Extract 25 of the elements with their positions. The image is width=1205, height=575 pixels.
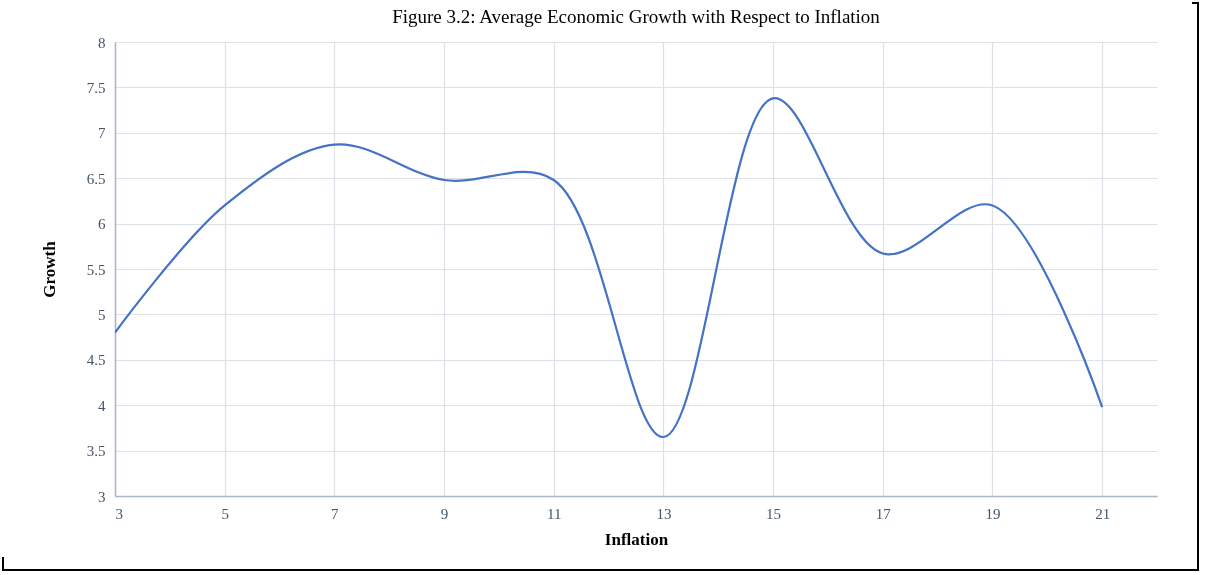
x-tick-label: 11 [547, 505, 562, 522]
y-tick-label: 4 [98, 397, 106, 414]
x-tick-label: 15 [766, 505, 782, 522]
y-axis-title: Growth [39, 240, 59, 298]
y-tick-label: 8 [98, 34, 106, 51]
x-tick-label: 5 [221, 505, 229, 522]
chart-title: Figure 3.2: Average Economic Growth with Respect to Inflation [392, 6, 881, 27]
x-tick-label: 13 [656, 505, 672, 522]
y-tick-label: 4.5 [86, 352, 106, 369]
x-tick-label: 3 [115, 505, 123, 522]
x-tick-label: 19 [985, 505, 1001, 522]
y-tick-label: 5 [98, 306, 106, 323]
x-tick-label: 17 [875, 505, 892, 522]
line-series [115, 97, 1104, 439]
y-tick-label: 6.5 [86, 170, 106, 187]
x-tick-label: 9 [440, 505, 449, 522]
y-tick-label: 3.5 [86, 443, 106, 460]
y-tick-label: 3 [98, 488, 106, 505]
y-tick-label: 5.5 [86, 261, 106, 278]
x-axis-title: Inflation [604, 529, 669, 549]
y-tick-label: 7.5 [86, 79, 106, 96]
x-tick-label: 7 [331, 505, 340, 522]
x-tick-label: 21 [1095, 505, 1111, 522]
y-tick-label: 7 [98, 125, 106, 142]
y-tick-label: 6 [98, 216, 106, 233]
